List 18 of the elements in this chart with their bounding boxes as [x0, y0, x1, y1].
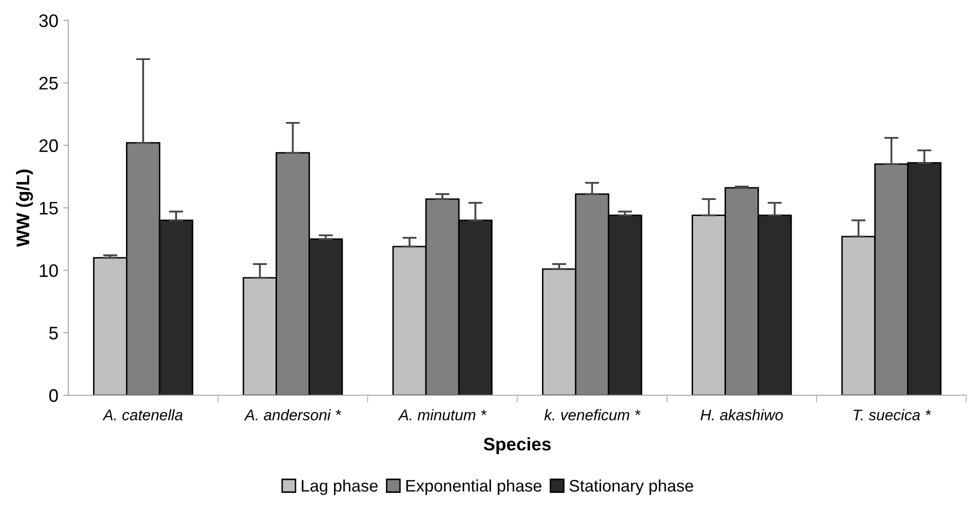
- y-axis-title: WW (g/L): [16, 170, 33, 247]
- x-tick-label: A. minutum *: [398, 409, 487, 420]
- x-tick-label: A. andersoni *: [244, 409, 342, 420]
- y-tick-label: 15: [40, 202, 58, 215]
- y-tick-label: 10: [40, 264, 58, 278]
- legend-label: Lag phase: [302, 479, 378, 495]
- y-tick-label: 5: [49, 326, 58, 340]
- x-tick-label: H. akashiwo: [700, 409, 783, 420]
- y-tick-label: 0: [49, 389, 58, 402]
- y-tick-label: 25: [39, 76, 58, 90]
- y-tick-label: 30: [39, 14, 58, 28]
- legend-label: Stationary phase: [570, 479, 694, 495]
- x-tick-label: k. veneficum *: [544, 409, 640, 420]
- y-tick-label: 20: [39, 139, 58, 152]
- legend-label: Exponential phase: [406, 479, 542, 495]
- x-axis-title: Species: [484, 437, 551, 454]
- x-tick-label: A. catenella: [102, 409, 183, 420]
- x-tick-label: T. suecica *: [854, 409, 932, 420]
